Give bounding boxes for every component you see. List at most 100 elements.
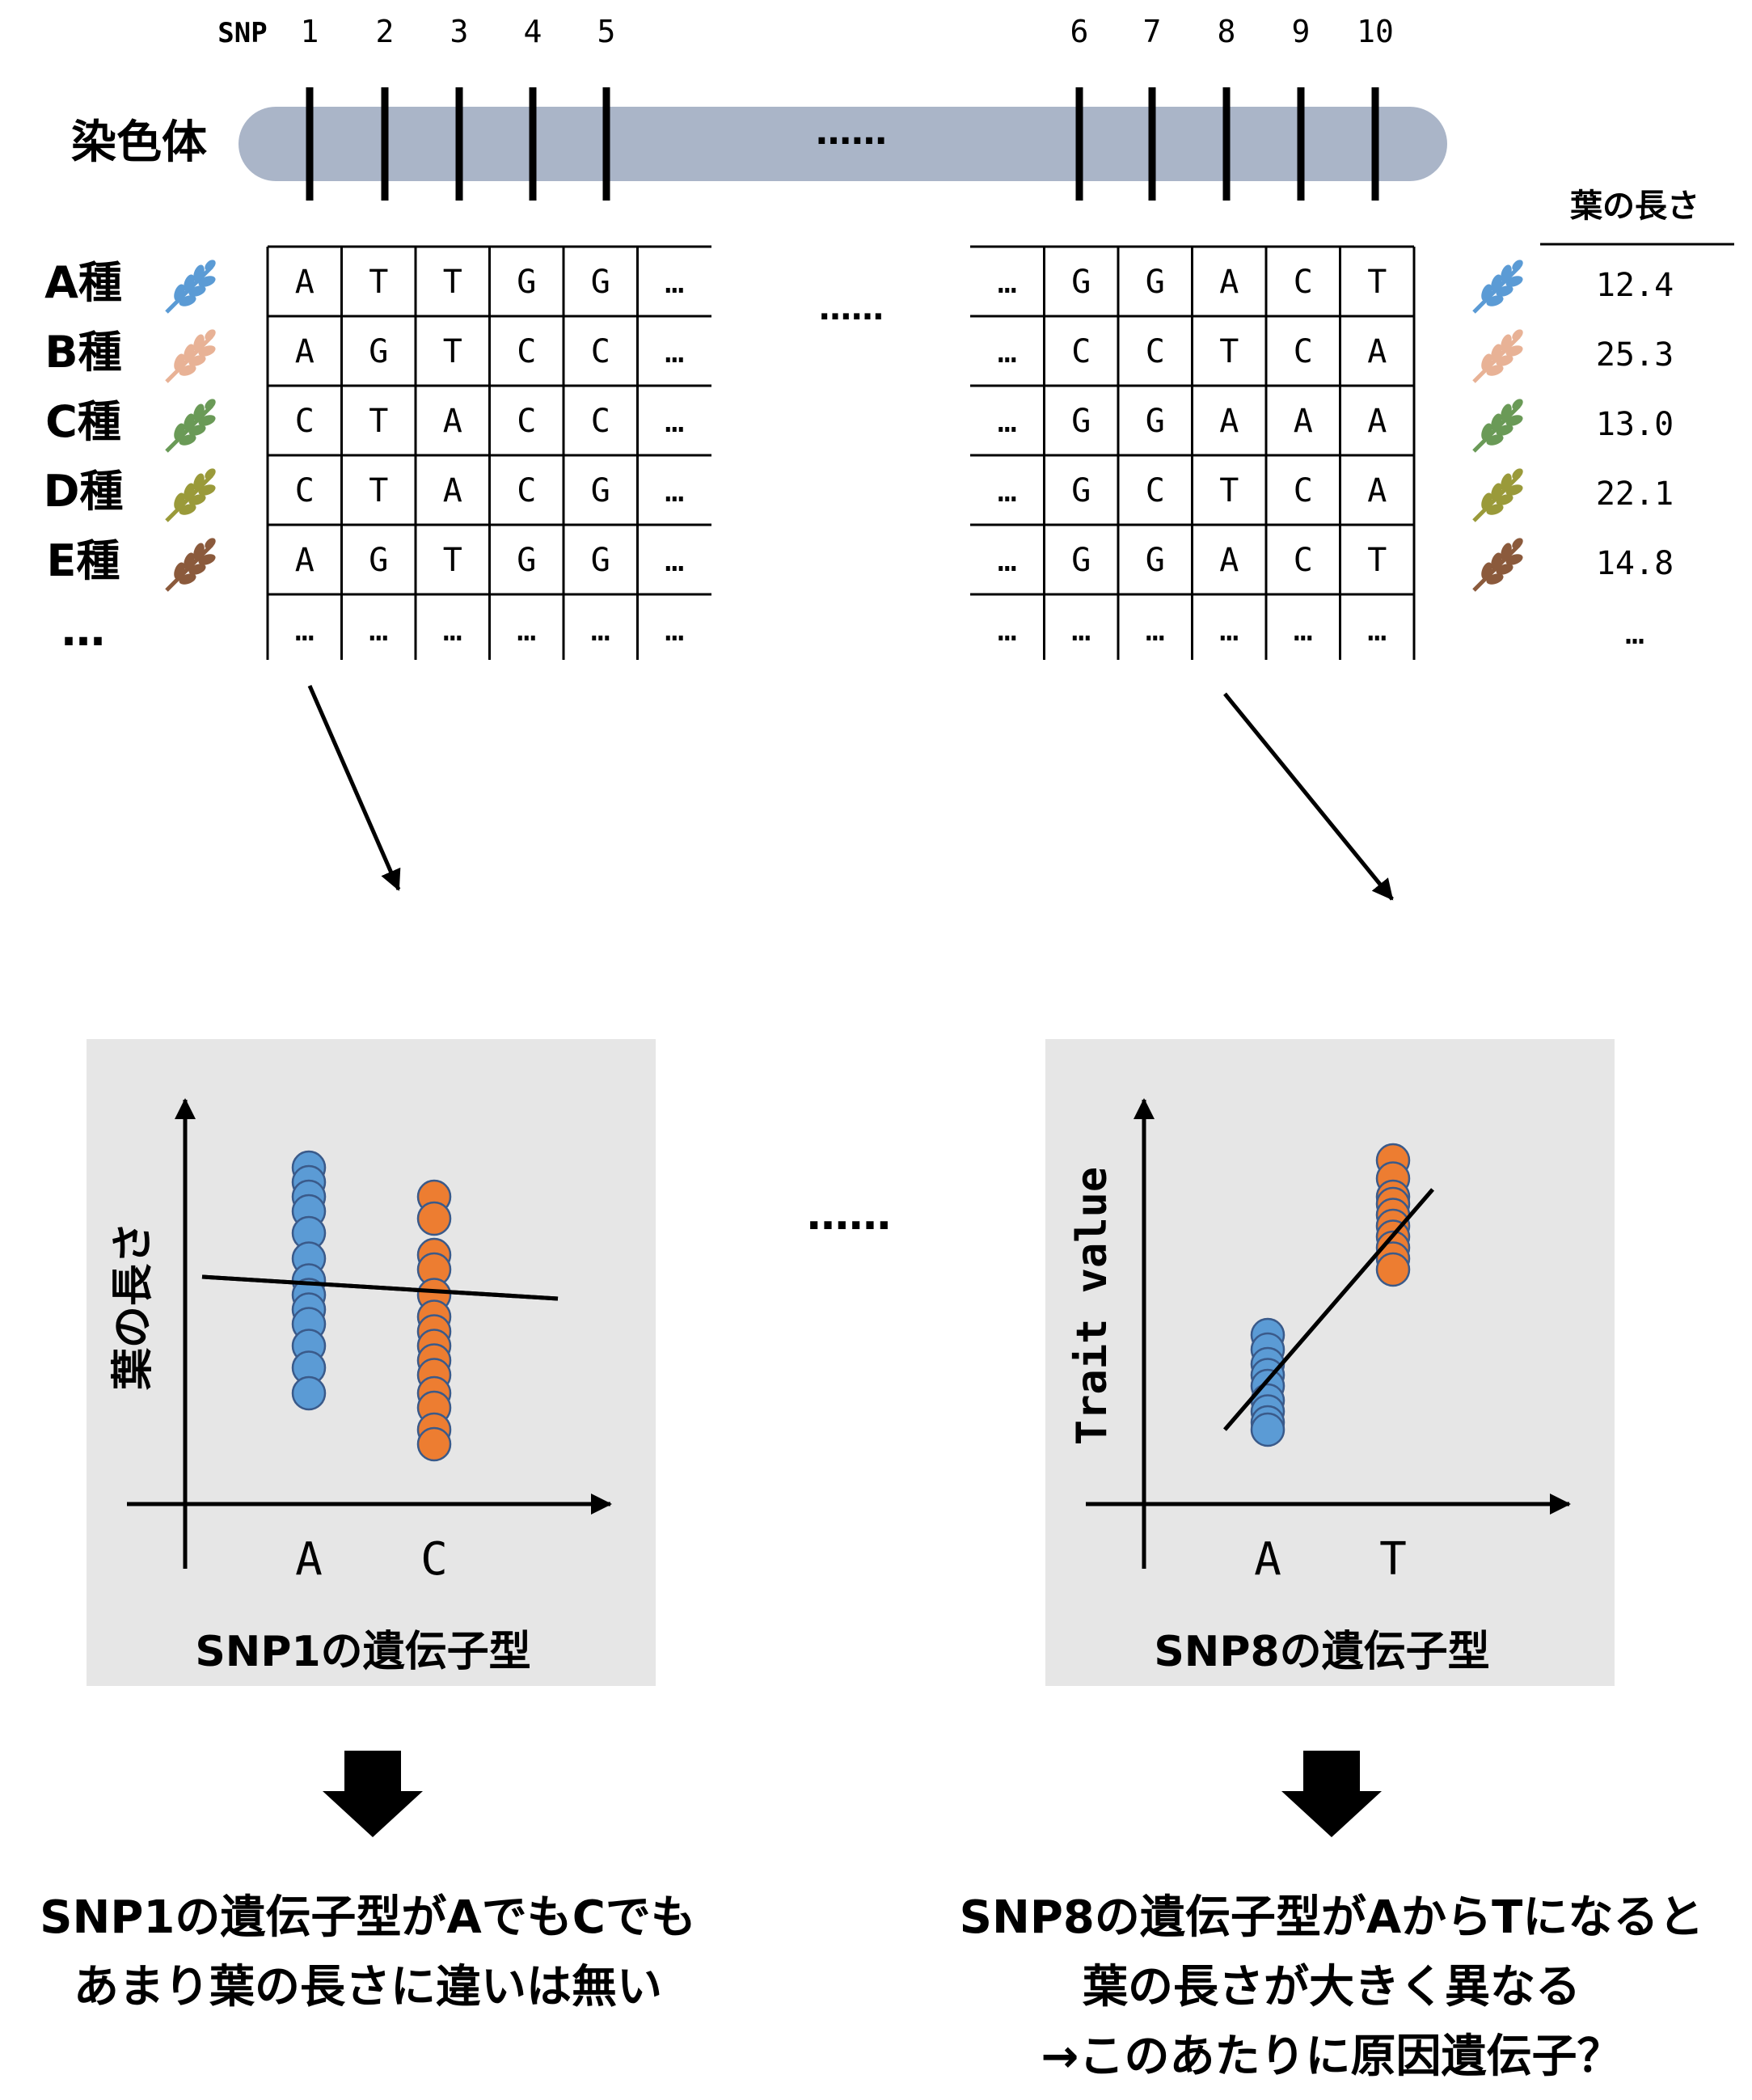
genotype-cell: A xyxy=(1219,542,1239,579)
genotype-cell: G xyxy=(369,333,388,370)
genotype-cell: G xyxy=(1146,542,1165,579)
genotype-cell: G xyxy=(591,472,610,509)
genotype-cell: … xyxy=(1367,611,1387,649)
trait-value: 13.0 xyxy=(1596,406,1674,443)
snp-number: 1 xyxy=(301,14,319,49)
arrow-to-right-chart xyxy=(1223,692,1394,901)
x-tick-label: A xyxy=(1254,1533,1281,1586)
genotype-cell: T xyxy=(1367,542,1387,579)
genotype-cell: A xyxy=(295,333,315,370)
trait-leaf-icons xyxy=(1474,258,1525,590)
species-label: … xyxy=(61,605,105,656)
snp-number: 2 xyxy=(376,14,395,49)
conclusion-left-line-1: SNP1の遺伝子型がAでもCでも xyxy=(40,1891,696,1944)
genotype-cell: C xyxy=(295,472,315,509)
genotype-cell: C xyxy=(591,403,610,440)
x-axis-title: SNP8の遺伝子型 xyxy=(1154,1628,1489,1676)
snp-number: 8 xyxy=(1218,14,1236,49)
genotype-cell: … xyxy=(1219,611,1239,649)
y-axis-title: Trait value xyxy=(1068,1167,1117,1445)
genotype-cell: T xyxy=(369,472,388,509)
middle-ellipsis: …… xyxy=(807,1191,891,1240)
genotype-cell: C xyxy=(517,403,536,440)
species-list: A種B種C種D種E種… xyxy=(44,257,124,656)
wheat-leaf-icon xyxy=(1474,467,1525,521)
genotype-cell: A xyxy=(295,264,315,301)
genotype-cell: … xyxy=(998,264,1017,301)
data-point xyxy=(291,1375,327,1411)
genotype-cell: … xyxy=(443,611,462,649)
down-arrow-right xyxy=(1281,1751,1382,1837)
genotype-cell: T xyxy=(1219,333,1239,370)
data-point xyxy=(1250,1412,1286,1447)
genotype-cell: … xyxy=(998,333,1017,370)
conclusion-right-line-2: 葉の長さが大きく異なる xyxy=(1082,1961,1581,2013)
x-tick-label: C xyxy=(420,1533,448,1586)
species-label: D種 xyxy=(44,466,124,517)
genotype-cell: C xyxy=(1294,472,1313,509)
wheat-leaf-icon xyxy=(167,327,217,382)
chromosome-bar xyxy=(239,107,1447,181)
genotype-cell: T xyxy=(443,264,462,301)
genotype-cell: … xyxy=(665,542,684,579)
genotype-cell: T xyxy=(369,264,388,301)
wheat-leaf-icon xyxy=(167,258,217,312)
genotype-cell: … xyxy=(517,611,536,649)
trait-value: 14.8 xyxy=(1596,545,1674,582)
genotype-cell: C xyxy=(1294,542,1313,579)
snp-number: 4 xyxy=(524,14,542,49)
genotype-table-right: … G G A C T… C C T C A… G G A A A… G C T C A… G G A C T……………… xyxy=(970,245,1416,660)
x-tick-label: A xyxy=(295,1533,323,1586)
genotype-cell: G xyxy=(1071,264,1091,301)
y-axis-title: 葉の長さ xyxy=(109,1222,158,1391)
genotype-cell: A xyxy=(1367,472,1387,509)
snp-number: 9 xyxy=(1292,14,1311,49)
wheat-leaf-icon xyxy=(1474,536,1525,590)
down-arrow-left xyxy=(323,1751,423,1837)
genotype-cell: … xyxy=(665,611,684,649)
genotype-cell: A xyxy=(1367,403,1387,440)
genotype-cell: T xyxy=(369,403,388,440)
genotype-cell: A xyxy=(443,472,462,509)
species-label: A種 xyxy=(44,257,122,308)
genotype-cell: T xyxy=(443,542,462,579)
genotype-cell: C xyxy=(1294,333,1313,370)
snp-number: 5 xyxy=(597,14,616,49)
genotype-cell: A xyxy=(443,403,462,440)
genotype-cell: G xyxy=(1071,472,1091,509)
genotype-cell: G xyxy=(591,542,610,579)
trait-header: 葉の長さ xyxy=(1569,188,1699,225)
genotype-cell: … xyxy=(591,611,610,649)
genotype-cell: … xyxy=(665,472,684,509)
wheat-leaf-icon xyxy=(1474,397,1525,451)
wheat-leaf-icon xyxy=(1474,258,1525,312)
genotype-cell: … xyxy=(998,472,1017,509)
genotype-cell: G xyxy=(1071,542,1091,579)
wheat-leaf-icon xyxy=(167,536,217,590)
x-axis-title: SNP1の遺伝子型 xyxy=(195,1628,530,1676)
x-tick-label: T xyxy=(1379,1533,1407,1586)
genotype-cell: … xyxy=(998,611,1017,649)
genotype-cell: A xyxy=(1367,333,1387,370)
genotype-cell: G xyxy=(517,542,536,579)
genotype-cell: … xyxy=(998,403,1017,440)
species-label: B種 xyxy=(44,327,121,378)
snp-label: SNP xyxy=(217,17,267,49)
chart-background xyxy=(1045,1039,1615,1686)
genotype-cell: T xyxy=(1367,264,1387,301)
genotype-cell: C xyxy=(1071,333,1091,370)
data-point xyxy=(416,1201,452,1236)
genotype-cell: C xyxy=(1146,472,1165,509)
conclusion-right-line-1: SNP8の遺伝子型がAからTになると xyxy=(960,1891,1704,1944)
trend-line-overlay xyxy=(201,1274,559,1301)
genotype-cell: … xyxy=(1071,611,1091,649)
genotype-cell: C xyxy=(591,333,610,370)
genotype-cell: G xyxy=(1071,403,1091,440)
snp-number-row: 1 2 3 4 5 6 7 8 9 10 xyxy=(301,14,1394,49)
genotype-cell: T xyxy=(443,333,462,370)
genotype-cell: G xyxy=(369,542,388,579)
species-label: E種 xyxy=(47,535,120,586)
table-middle-ellipsis: …… xyxy=(819,290,884,327)
chart-background xyxy=(87,1039,656,1686)
